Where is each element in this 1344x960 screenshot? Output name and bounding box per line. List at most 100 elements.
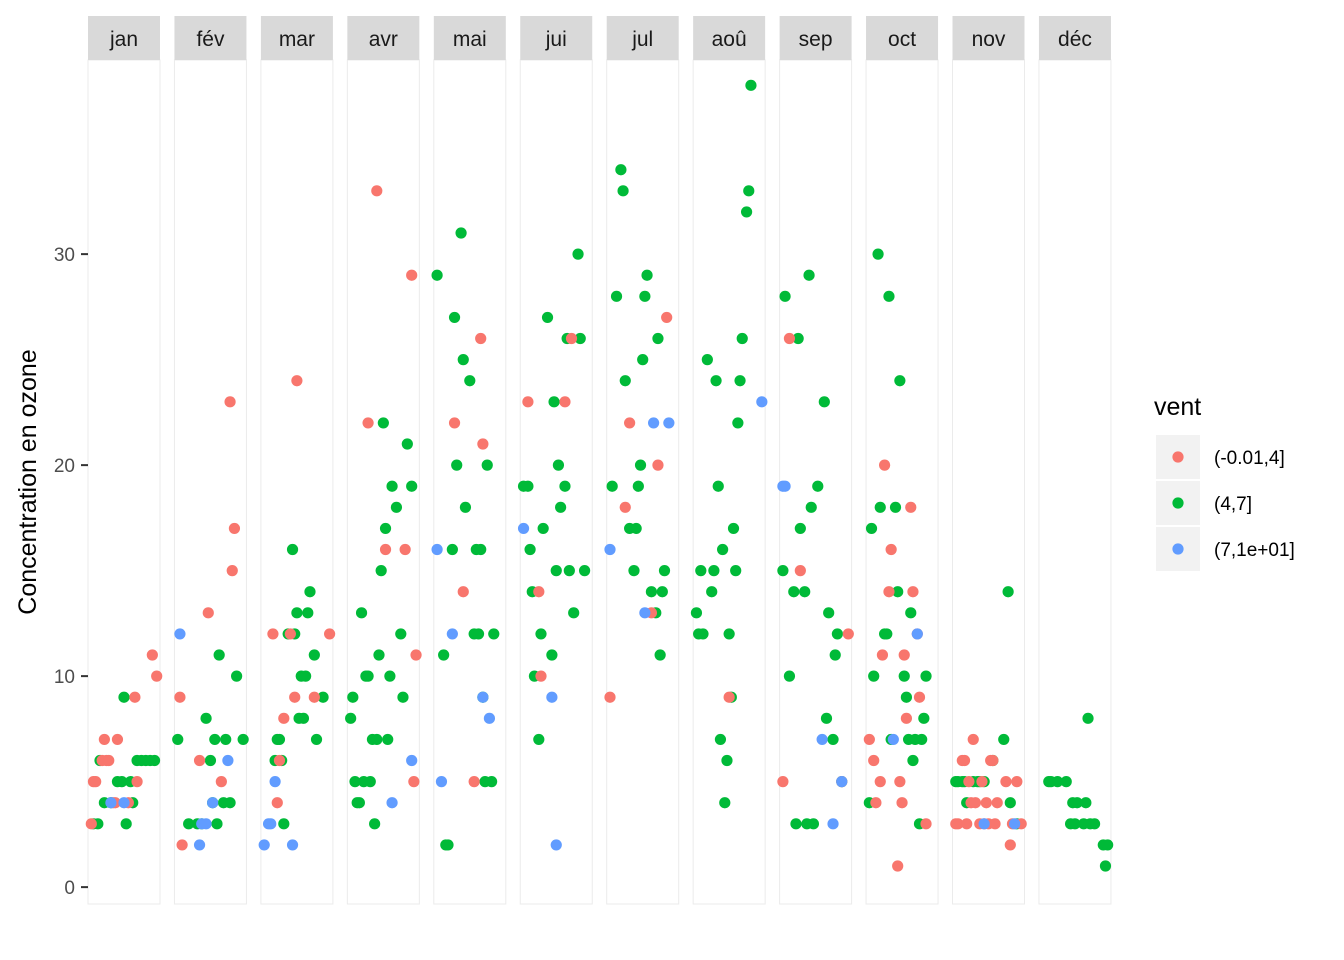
data-point (457, 354, 469, 366)
data-point (617, 185, 629, 197)
data-point (211, 818, 223, 830)
data-point (690, 607, 703, 619)
data-point (894, 776, 906, 788)
data-point (606, 480, 618, 492)
data-point (661, 311, 673, 324)
legend-marker-1 (1172, 451, 1184, 463)
data-point (639, 607, 651, 619)
facet-strip-2 (174, 16, 247, 60)
data-point (952, 818, 964, 830)
data-point (883, 290, 895, 302)
data-point (998, 733, 1010, 746)
data-point (870, 797, 882, 809)
facet-strip-12 (1038, 16, 1111, 60)
data-point (85, 818, 97, 830)
data-point (907, 754, 919, 767)
data-point (836, 776, 848, 788)
data-point (1071, 797, 1083, 809)
legend-marker-2 (1172, 497, 1184, 509)
data-point (1051, 776, 1064, 788)
data-point (297, 712, 310, 724)
data-point (355, 607, 368, 619)
data-point (779, 480, 791, 492)
data-point (632, 480, 644, 492)
facet-panel-12 (1038, 59, 1112, 905)
data-point (390, 501, 403, 513)
data-point (913, 691, 926, 703)
data-point (146, 649, 158, 661)
data-point (369, 818, 381, 830)
data-point (732, 417, 744, 429)
y-tick-label-20: 20 (54, 456, 75, 477)
data-point (714, 733, 727, 746)
data-point (302, 607, 314, 619)
data-point (118, 797, 130, 809)
data-point (431, 269, 443, 281)
data-point (918, 712, 930, 724)
data-point (1004, 839, 1016, 851)
data-point (887, 733, 899, 746)
data-point (204, 754, 217, 767)
data-point (533, 733, 545, 746)
data-point (384, 670, 396, 682)
facet-strip-9 (779, 16, 852, 60)
data-point (386, 797, 398, 809)
data-point (550, 565, 562, 577)
data-point (574, 332, 586, 345)
data-point (1088, 818, 1101, 830)
data-point (446, 628, 458, 640)
legend-label-2: (4,7] (1214, 494, 1252, 515)
data-point (362, 417, 374, 429)
data-point (805, 501, 817, 513)
data-point (193, 754, 206, 767)
data-point (639, 290, 651, 302)
data-point (271, 797, 283, 809)
data-point (291, 375, 303, 387)
data-point (472, 628, 485, 640)
legend-label-3: (7,1e+01] (1214, 540, 1295, 561)
data-point (220, 733, 232, 746)
data-point (1060, 776, 1072, 788)
data-point (963, 776, 975, 788)
data-point (783, 332, 796, 345)
data-point (1080, 797, 1092, 809)
data-point (898, 670, 910, 682)
data-point (522, 396, 534, 408)
data-point (706, 586, 718, 598)
data-point (550, 839, 562, 851)
data-point (892, 860, 904, 872)
data-point (395, 628, 407, 640)
data-point (559, 480, 571, 492)
data-point (969, 797, 982, 809)
data-point (756, 396, 768, 408)
data-point (105, 797, 117, 809)
facet-label-2: fév (196, 28, 225, 51)
data-point (790, 818, 802, 830)
data-point (865, 522, 878, 535)
data-point (481, 459, 493, 471)
data-point (827, 733, 839, 746)
data-point (535, 628, 547, 640)
data-point (129, 691, 141, 703)
data-point (654, 649, 666, 661)
data-point (794, 522, 806, 535)
data-point (537, 522, 549, 535)
data-point (900, 712, 913, 724)
data-point (907, 586, 919, 598)
facet-strip-8 (693, 16, 766, 60)
data-point (794, 565, 806, 577)
data-point (889, 501, 902, 513)
data-point (397, 691, 409, 703)
data-point (978, 818, 990, 830)
data-point (483, 712, 496, 724)
data-point (406, 754, 418, 767)
data-point (740, 206, 753, 218)
data-point (118, 691, 130, 703)
data-point (619, 501, 631, 513)
data-point (920, 670, 932, 682)
data-point (517, 522, 530, 535)
data-point (719, 797, 731, 809)
data-point (697, 628, 709, 640)
data-point (451, 459, 463, 471)
